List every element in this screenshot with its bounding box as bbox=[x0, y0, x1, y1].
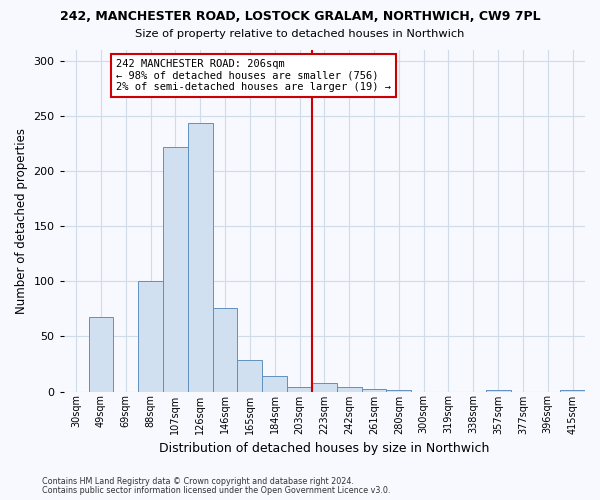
Bar bbox=[287, 387, 312, 392]
Bar bbox=[238, 360, 262, 392]
Bar bbox=[138, 282, 163, 392]
Text: 242, MANCHESTER ROAD, LOSTOCK GRALAM, NORTHWICH, CW9 7PL: 242, MANCHESTER ROAD, LOSTOCK GRALAM, NO… bbox=[59, 10, 541, 23]
Bar bbox=[312, 382, 337, 392]
Bar bbox=[486, 390, 511, 392]
Bar bbox=[163, 147, 188, 392]
Bar bbox=[212, 308, 238, 392]
X-axis label: Distribution of detached houses by size in Northwich: Distribution of detached houses by size … bbox=[159, 442, 490, 455]
Bar bbox=[386, 390, 411, 392]
Text: Contains HM Land Registry data © Crown copyright and database right 2024.: Contains HM Land Registry data © Crown c… bbox=[42, 477, 354, 486]
Text: 242 MANCHESTER ROAD: 206sqm
← 98% of detached houses are smaller (756)
2% of sem: 242 MANCHESTER ROAD: 206sqm ← 98% of det… bbox=[116, 59, 391, 92]
Y-axis label: Number of detached properties: Number of detached properties bbox=[15, 128, 28, 314]
Bar bbox=[560, 390, 585, 392]
Bar bbox=[337, 387, 362, 392]
Bar bbox=[188, 122, 212, 392]
Bar bbox=[89, 316, 113, 392]
Text: Contains public sector information licensed under the Open Government Licence v3: Contains public sector information licen… bbox=[42, 486, 391, 495]
Text: Size of property relative to detached houses in Northwich: Size of property relative to detached ho… bbox=[136, 29, 464, 39]
Bar bbox=[362, 390, 386, 392]
Bar bbox=[262, 376, 287, 392]
